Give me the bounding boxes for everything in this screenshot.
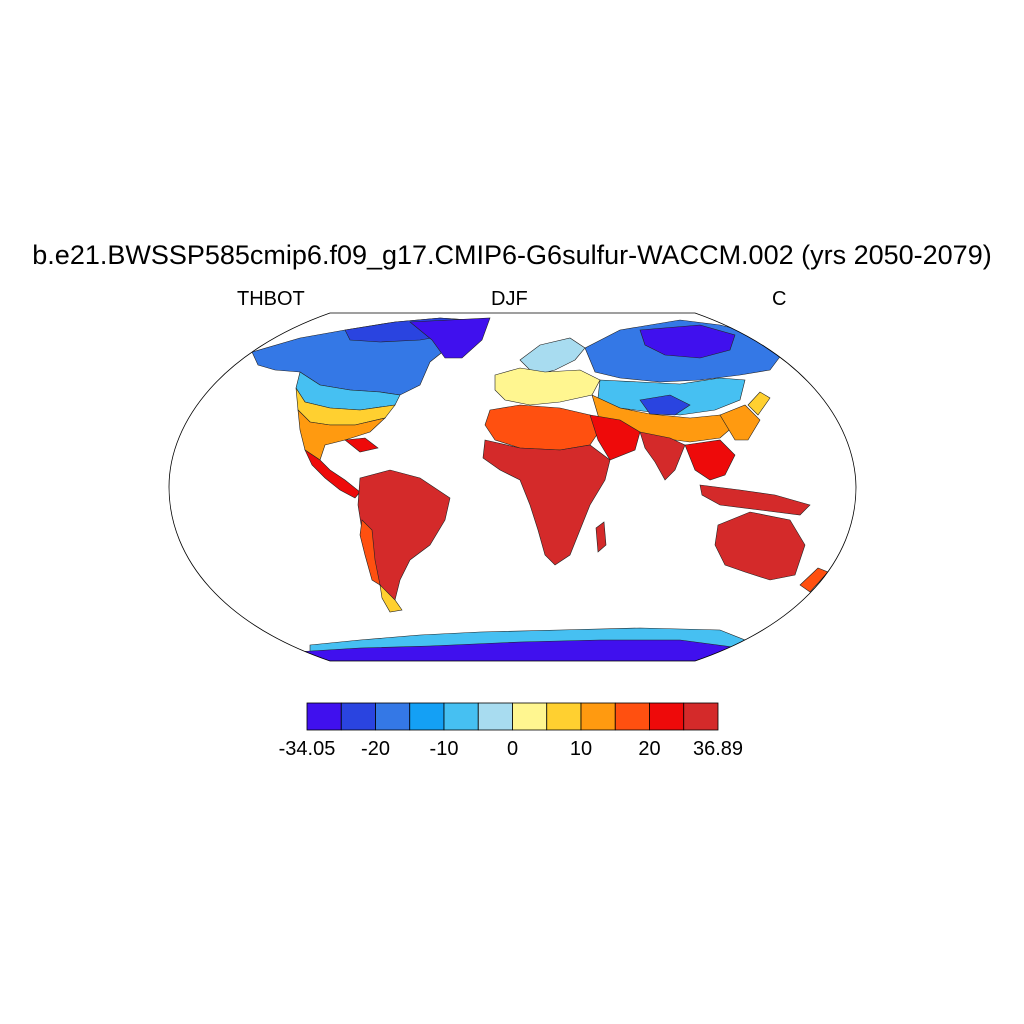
antarctica — [294, 639, 741, 661]
colorbar-tick-label: 0 — [507, 738, 518, 760]
japan — [747, 391, 771, 416]
variable-label: THBOT — [237, 288, 305, 310]
tibet — [639, 394, 691, 416]
colorbar-tick-label: -34.05 — [279, 738, 336, 760]
north-africa — [484, 404, 601, 451]
colorbar-swatch — [683, 702, 719, 731]
colorbar-swatch — [409, 702, 445, 731]
colorbar-swatch — [614, 702, 650, 731]
colorbar-tick-label: -20 — [361, 738, 390, 760]
colorbar: -34.05 -20 -10 0 10 20 36.89 — [279, 702, 743, 760]
map-title: b.e21.BWSSP585cmip6.f09_g17.CMIP6-G6sulf… — [32, 240, 992, 270]
colorbar-tick-label: 20 — [638, 738, 660, 760]
colorbar-swatch — [546, 702, 582, 731]
middle-east — [589, 414, 641, 461]
north-america-south — [297, 409, 387, 461]
colorbar-swatch — [306, 702, 342, 731]
colorbar-swatch — [443, 702, 479, 731]
colorbar-tick-label: 10 — [570, 738, 592, 760]
greenland — [409, 317, 491, 359]
colorbar-swatch — [512, 702, 548, 731]
central-america — [304, 449, 361, 499]
map-boundary — [168, 312, 857, 662]
colorbar-swatch — [477, 702, 513, 731]
australia — [714, 511, 806, 581]
siberia-cold — [639, 324, 736, 359]
india — [639, 431, 686, 481]
east-asia — [719, 404, 761, 441]
southeast-asia — [684, 439, 736, 481]
andes — [359, 519, 381, 586]
south-america-tip — [379, 584, 403, 613]
colorbar-swatch — [580, 702, 616, 731]
colorbar-tick-label: 36.89 — [693, 738, 743, 760]
colorbar-swatch — [649, 702, 685, 731]
colorbar-swatch — [340, 702, 376, 731]
africa — [482, 439, 611, 566]
europe — [494, 367, 601, 406]
indonesia — [699, 484, 811, 516]
madagascar — [595, 521, 607, 553]
season-label: DJF — [491, 288, 528, 310]
colorbar-tick-label: -10 — [430, 738, 459, 760]
units-label: C — [772, 288, 787, 310]
map-land — [251, 317, 829, 661]
caribbean — [344, 437, 379, 453]
colorbar-swatch — [375, 702, 411, 731]
